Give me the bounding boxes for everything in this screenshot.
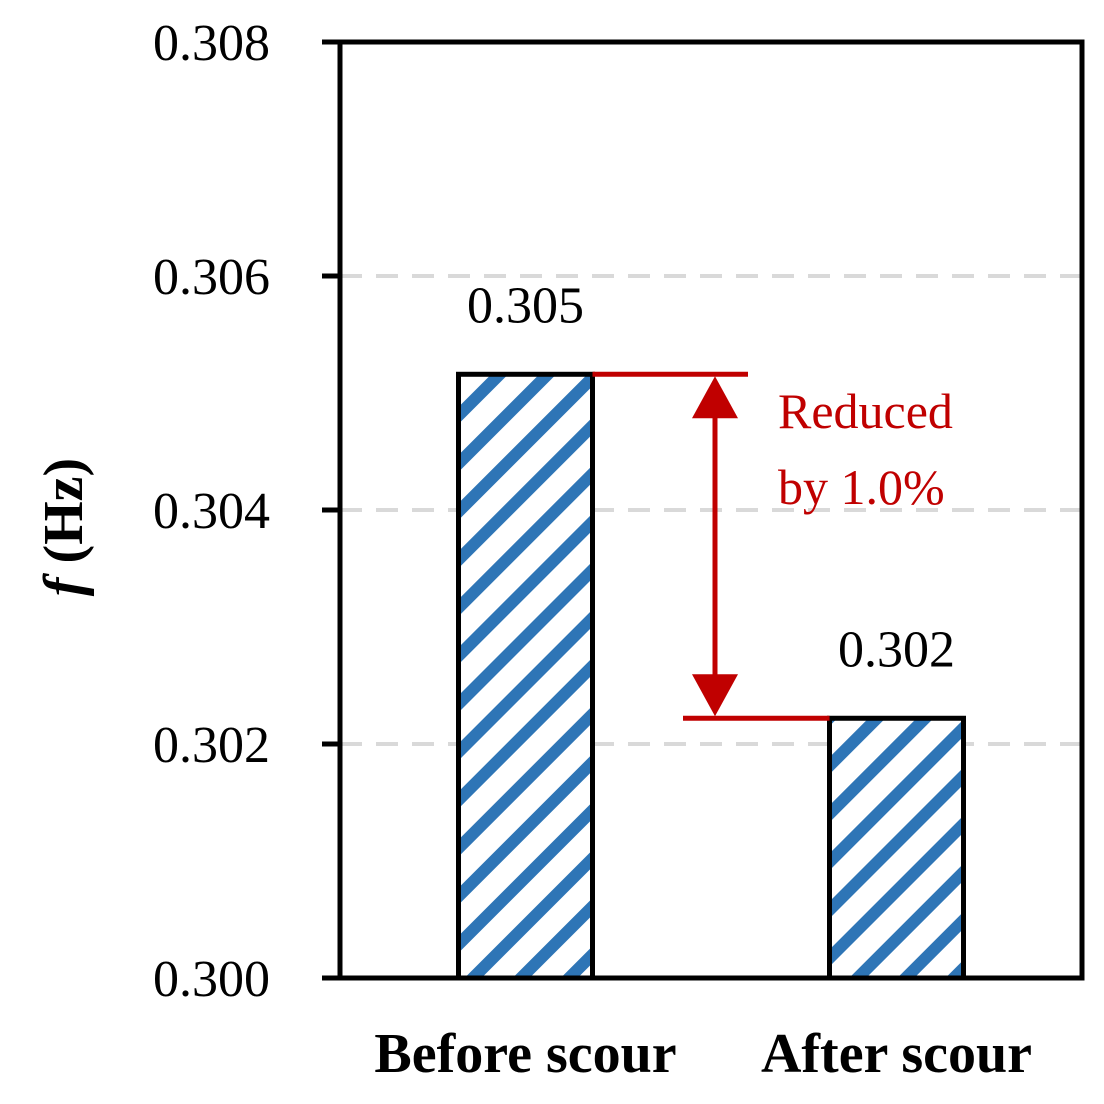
category-label-0: Before scour [374,1023,676,1085]
y-tick-label-4: 0.308 [153,15,270,72]
y-tick-label-2: 0.304 [153,483,270,540]
gridlines [340,274,1082,746]
reduction-annotation: Reduced by 1.0% [592,371,953,721]
y-tick-label-3: 0.306 [153,249,270,306]
bar-0 [456,371,595,981]
y-ticks [322,39,340,981]
y-tick-label-1: 0.302 [153,717,270,774]
y-tick-label-0: 0.300 [153,951,270,1008]
bars [456,371,966,981]
labels: 0.300 0.302 0.304 0.306 0.308 0.305 Before sco… [153,15,1032,1085]
arrow-down-icon [692,674,738,717]
arrow-up-icon [692,376,738,419]
annotation-line-1: Reduced [778,383,953,439]
data-label-0: 0.305 [467,277,584,334]
y-axis-label: f (Hz) [33,458,95,596]
data-label-1: 0.302 [838,621,955,678]
category-label-1: After scour [761,1023,1032,1085]
bar-1 [827,715,966,981]
annotation-line-2: by 1.0% [778,459,945,515]
